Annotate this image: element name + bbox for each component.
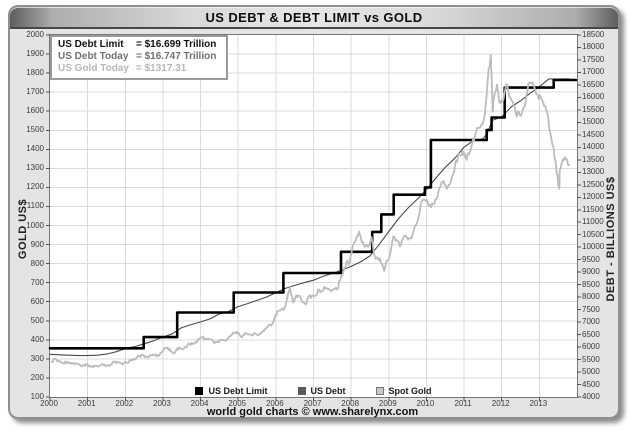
legend-item: Spot Gold xyxy=(375,386,432,396)
series-us-debt-limit xyxy=(48,78,578,350)
tick-label: 2007 xyxy=(303,399,322,408)
tick-label: 13000 xyxy=(582,167,605,177)
tick-label: 6000 xyxy=(582,342,600,352)
tick-label: 200 xyxy=(30,372,44,382)
tick-label: 18500 xyxy=(582,30,605,39)
info-label: US Gold Today xyxy=(58,63,129,74)
info-box-row: US Gold Today = $1317.31 xyxy=(58,63,220,75)
tick-label: 500 xyxy=(30,315,44,325)
tick-label: 1300 xyxy=(26,163,44,173)
tick-label: 10500 xyxy=(582,229,605,239)
info-value: = $1317.31 xyxy=(136,63,187,74)
tick-label: 1400 xyxy=(26,144,44,154)
tick-label: 900 xyxy=(30,239,44,249)
tick-label: 2013 xyxy=(529,399,548,408)
legend-item: US Debt Limit xyxy=(195,386,268,396)
tick-label: 1200 xyxy=(26,182,44,192)
tick-label: 2000 xyxy=(26,30,44,39)
tick-label: 8000 xyxy=(582,292,600,302)
right-axis-tick-labels: 4000 4500 5000 5500 6000 6500 7000 7500 8000 8500… xyxy=(580,7,620,421)
tick-label: 2008 xyxy=(341,399,360,408)
tick-label: 2002 xyxy=(115,399,134,408)
tick-label: 8500 xyxy=(582,279,600,289)
tick-label: 5000 xyxy=(582,367,600,377)
tick-label: 7500 xyxy=(582,304,600,314)
copyright-caption: world gold charts © www.sharelynx.com xyxy=(206,406,419,418)
tick-label: 2001 xyxy=(77,399,96,408)
tick-label: 15500 xyxy=(582,104,605,114)
tick-label: 1900 xyxy=(26,49,44,59)
tick-label: 11000 xyxy=(582,217,604,227)
info-box-row: US Debt Limit = $16.699 Trillion xyxy=(58,39,220,51)
tick-label: 1500 xyxy=(26,125,44,135)
plot-area: US Debt Limit US Debt Spot Gold xyxy=(46,34,581,401)
series-legend: US Debt Limit US Debt Spot Gold xyxy=(50,386,577,396)
tick-label: 1600 xyxy=(26,106,44,116)
chart-title-bar: US DEBT & DEBT LIMIT vs GOLD xyxy=(10,7,618,29)
info-value: = $16.747 Trillion xyxy=(136,51,217,62)
x-axis-tick-labels: 2000 2001 2002 2003 2004 2005 2006 2007 2008 2009… xyxy=(10,7,622,421)
tick-label: 15000 xyxy=(582,117,605,127)
left-axis-title: GOLD US$ xyxy=(17,198,29,260)
tick-label: 2010 xyxy=(416,399,435,408)
tick-label: 5500 xyxy=(582,354,600,364)
series-spot-gold xyxy=(50,54,571,368)
tick-label: 16000 xyxy=(582,92,605,102)
tick-label: 400 xyxy=(30,334,44,344)
legend-label: US Debt Limit xyxy=(208,386,268,396)
tick-label: 2011 xyxy=(454,399,472,408)
info-box: US Debt Limit = $16.699 Trillion US Debt T… xyxy=(50,35,228,80)
chart-canvas xyxy=(46,34,581,401)
legend-swatch-icon xyxy=(375,387,384,395)
tick-label: 9500 xyxy=(582,254,600,264)
tick-label: 1700 xyxy=(26,87,44,97)
tick-label: 1800 xyxy=(26,68,44,78)
tick-label: 2006 xyxy=(265,399,284,408)
tick-label: 17000 xyxy=(582,67,605,77)
tick-label: 17500 xyxy=(582,54,605,64)
legend-label: US Debt xyxy=(310,386,346,396)
tick-label: 800 xyxy=(30,258,44,268)
tick-label: 6500 xyxy=(582,329,600,339)
tick-label: 4000 xyxy=(582,392,600,401)
tick-label: 2000 xyxy=(40,399,58,408)
tick-label: 2005 xyxy=(228,399,247,408)
legend-item: US Debt xyxy=(297,386,346,396)
right-axis-title: DEBT - BILLIONS US$ xyxy=(605,176,617,302)
chart-title: US DEBT & DEBT LIMIT vs GOLD xyxy=(205,9,423,25)
tick-label: 9000 xyxy=(582,267,600,277)
left-axis-tick-labels: 100 200 300 400 500 600 700 800 900 1000 1100 1200 1… xyxy=(10,7,47,421)
tick-label: 13500 xyxy=(582,154,605,164)
tick-label: 12000 xyxy=(582,192,605,202)
tick-label: 100 xyxy=(30,392,44,401)
tick-label: 2003 xyxy=(153,399,171,408)
tick-label: 600 xyxy=(30,296,44,306)
tick-label: 2004 xyxy=(190,399,209,408)
tick-label: 700 xyxy=(30,277,44,287)
tick-label: 2012 xyxy=(491,399,510,408)
tick-label: 16500 xyxy=(582,79,605,89)
tick-label: 2009 xyxy=(378,399,397,408)
tick-label: 4500 xyxy=(582,379,600,389)
legend-swatch-icon xyxy=(195,387,204,395)
tick-label: 10000 xyxy=(582,242,605,252)
tick-label: 1100 xyxy=(26,201,44,211)
tick-label: 14000 xyxy=(582,142,605,152)
tick-label: 300 xyxy=(30,353,44,363)
info-label: US Debt Today xyxy=(58,51,129,62)
tick-label: 18000 xyxy=(582,42,605,52)
info-box-row: US Debt Today = $16.747 Trillion xyxy=(58,51,220,63)
tick-label: 11500 xyxy=(582,204,604,214)
tick-label: 14500 xyxy=(582,129,605,139)
tick-label: 12500 xyxy=(582,179,605,189)
legend-label: Spot Gold xyxy=(388,386,432,396)
chart-panel: US DEBT & DEBT LIMIT vs GOLD US Debt Lim… xyxy=(8,5,620,419)
legend-swatch-icon xyxy=(297,387,306,395)
tick-label: 1000 xyxy=(26,220,44,230)
tick-label: 7000 xyxy=(582,317,600,327)
info-value: = $16.699 Trillion xyxy=(136,39,217,50)
info-label: US Debt Limit xyxy=(58,39,124,50)
